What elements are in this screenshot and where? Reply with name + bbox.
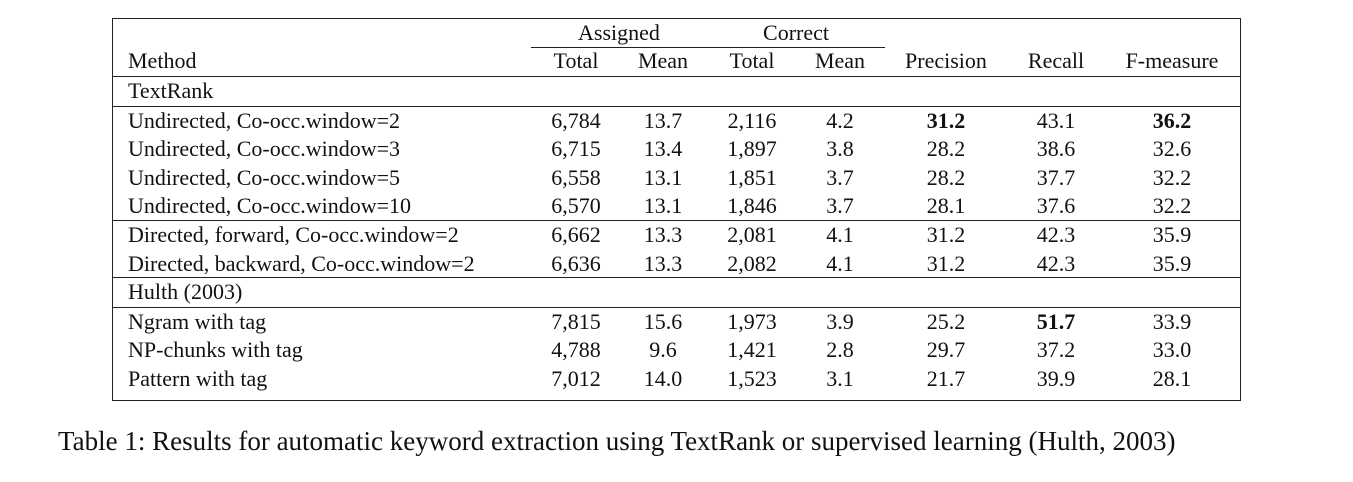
table-cell: 25.2 [926,308,966,334]
header-rule [113,76,1240,77]
correct-underline [707,47,885,48]
section-title: Hulth (2003) [128,279,243,305]
assigned-underline [531,47,707,48]
table-cell: 2,081 [727,222,777,247]
section-rule [113,306,1240,308]
table-cell: 3.8 [826,136,854,162]
table-cell: 4.1 [826,250,854,276]
table-cell: 37.6 [1036,193,1076,219]
table-cell: 13.1 [643,164,683,190]
group-header-assigned: Assigned [578,20,660,45]
table-cell: 42.3 [1036,222,1076,247]
table-cell: 3.9 [826,308,854,334]
results-table: Assigned Correct Method Total Mean Total Mean P… [112,18,1241,401]
table-cell: 2,116 [727,107,777,133]
table-cell: 13.1 [643,193,683,219]
table-cell: 35.9 [1152,250,1192,276]
table-caption: Table 1: Results for automatic keyword e… [58,426,1176,456]
group-header-correct: Correct [763,20,829,45]
table-cell: 13.3 [643,222,683,247]
column-header-1: Total [553,48,599,73]
method-name: Undirected, Co-occ.window=3 [128,136,401,162]
table-cell: 28.2 [926,136,966,162]
table-cell: 42.3 [1036,250,1076,276]
column-header-6: Recall [1027,48,1085,73]
table-cell: 2,082 [727,250,777,276]
table-cell: 1,421 [727,337,777,363]
section-end-rule [113,277,1240,279]
section-title: TextRank [128,78,214,103]
table-cell: 51.7 [1036,308,1076,334]
table-cell: 3.7 [826,193,854,219]
method-name: Ngram with tag [128,308,267,334]
table-cell: 3.7 [826,164,854,190]
table-cell: 7,815 [551,308,601,334]
column-header-5: Precision [905,48,987,73]
table-cell: 4.2 [826,107,854,133]
table-cell: 1,523 [727,366,777,391]
table-cell: 21.7 [926,366,966,391]
method-name: Pattern with tag [128,366,268,391]
table-cell: 28.1 [1152,366,1192,391]
table-cell: 29.7 [926,337,966,363]
table-cell: 9.6 [649,337,677,363]
table-cell: 28.2 [926,164,966,190]
method-name: Undirected, Co-occ.window=5 [128,164,401,190]
method-name: Directed, backward, Co-occ.window=2 [128,250,475,276]
table-cell: 4.1 [826,222,854,247]
table-cell: 32.6 [1152,136,1192,162]
table-cell: 6,636 [551,250,601,276]
table-cell: 2.8 [826,337,854,363]
table-cell: 36.2 [1152,107,1192,133]
table-cell: 6,662 [551,222,601,247]
table-cell: 13.3 [643,250,683,276]
table-cell: 1,846 [727,193,777,219]
table-cell: 37.2 [1036,337,1076,363]
method-name: Undirected, Co-occ.window=10 [128,193,412,219]
column-header-3: Total [729,48,775,73]
table-cell: 32.2 [1152,193,1192,219]
table-cell: 31.2 [926,222,966,247]
table-cell: 13.4 [643,136,683,162]
section-rule [113,105,1240,107]
table-cell: 1,851 [727,164,777,190]
table-cell: 6,784 [551,107,601,133]
table-cell: 1,897 [727,136,777,162]
table-cell: 6,570 [551,193,601,219]
table-cell: 28.1 [926,193,966,219]
column-header-0: Method [128,48,197,73]
table-cell: 15.6 [643,308,683,334]
table-cell: 43.1 [1036,107,1076,133]
table-cell: 13.7 [643,107,683,133]
table-cell: 37.7 [1036,164,1076,190]
table-cell: 7,012 [551,366,601,391]
table-cell: 14.0 [643,366,683,391]
table-cell: 33.0 [1152,337,1192,363]
method-name: NP-chunks with tag [128,337,303,363]
column-header-4: Mean [814,48,866,73]
table-cell: 6,558 [551,164,601,190]
column-header-2: Mean [637,48,689,73]
table-cell: 39.9 [1036,366,1076,391]
table-cell: 31.2 [926,107,966,133]
column-header-7: F-measure [1125,48,1219,73]
table-cell: 6,715 [551,136,601,162]
table-cell: 31.2 [926,250,966,276]
table-cell: 1,973 [727,308,777,334]
block-rule [113,220,1240,221]
table-cell: 35.9 [1152,222,1192,247]
table-cell: 38.6 [1036,136,1076,162]
table-cell: 4,788 [551,337,601,363]
table-cell: 32.2 [1152,164,1192,190]
table-cell: 3.1 [826,366,854,391]
method-name: Undirected, Co-occ.window=2 [128,107,401,133]
method-name: Directed, forward, Co-occ.window=2 [128,222,459,247]
table-cell: 33.9 [1152,308,1192,334]
